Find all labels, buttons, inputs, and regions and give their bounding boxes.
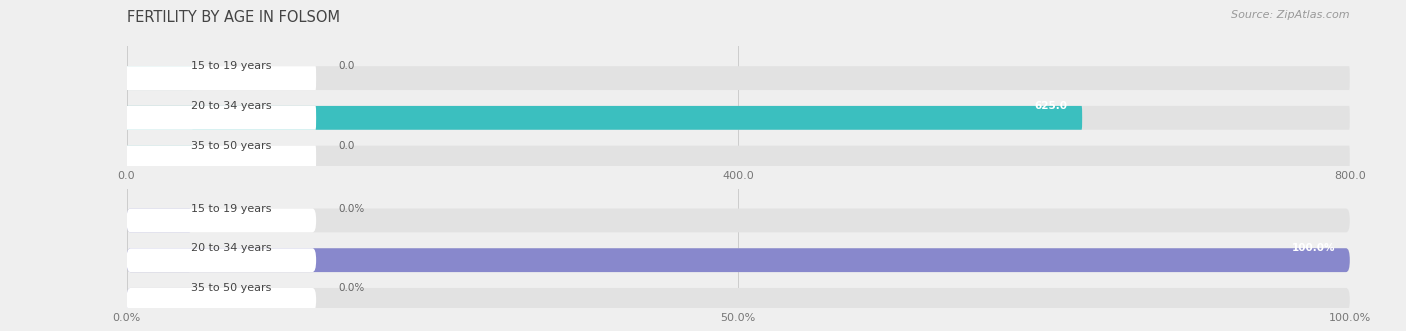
FancyBboxPatch shape (127, 248, 316, 272)
FancyBboxPatch shape (127, 209, 1350, 232)
FancyBboxPatch shape (127, 66, 193, 90)
FancyBboxPatch shape (127, 288, 1350, 312)
FancyBboxPatch shape (127, 106, 1350, 130)
FancyBboxPatch shape (127, 66, 1350, 90)
Text: 35 to 50 years: 35 to 50 years (191, 141, 271, 151)
Text: 0.0: 0.0 (339, 61, 354, 71)
FancyBboxPatch shape (127, 248, 1350, 272)
Text: 20 to 34 years: 20 to 34 years (190, 101, 271, 111)
FancyBboxPatch shape (127, 248, 1350, 272)
FancyBboxPatch shape (127, 106, 1083, 130)
Text: Source: ZipAtlas.com: Source: ZipAtlas.com (1232, 10, 1350, 20)
Text: 15 to 19 years: 15 to 19 years (191, 61, 271, 71)
Text: 15 to 19 years: 15 to 19 years (191, 204, 271, 213)
Text: 0.0%: 0.0% (339, 204, 364, 213)
Text: 0.0: 0.0 (339, 141, 354, 151)
FancyBboxPatch shape (127, 106, 316, 130)
Text: 0.0%: 0.0% (339, 283, 364, 293)
Text: 625.0: 625.0 (1035, 101, 1067, 111)
FancyBboxPatch shape (127, 288, 316, 312)
FancyBboxPatch shape (127, 66, 316, 90)
Text: 100.0%: 100.0% (1292, 243, 1336, 253)
Text: 35 to 50 years: 35 to 50 years (191, 283, 271, 293)
Text: FERTILITY BY AGE IN FOLSOM: FERTILITY BY AGE IN FOLSOM (127, 10, 339, 25)
FancyBboxPatch shape (127, 248, 193, 272)
FancyBboxPatch shape (127, 106, 193, 130)
FancyBboxPatch shape (127, 209, 193, 232)
FancyBboxPatch shape (127, 146, 316, 169)
FancyBboxPatch shape (127, 209, 316, 232)
FancyBboxPatch shape (127, 146, 1350, 169)
FancyBboxPatch shape (127, 288, 193, 312)
FancyBboxPatch shape (127, 146, 193, 169)
Text: 20 to 34 years: 20 to 34 years (190, 243, 271, 253)
